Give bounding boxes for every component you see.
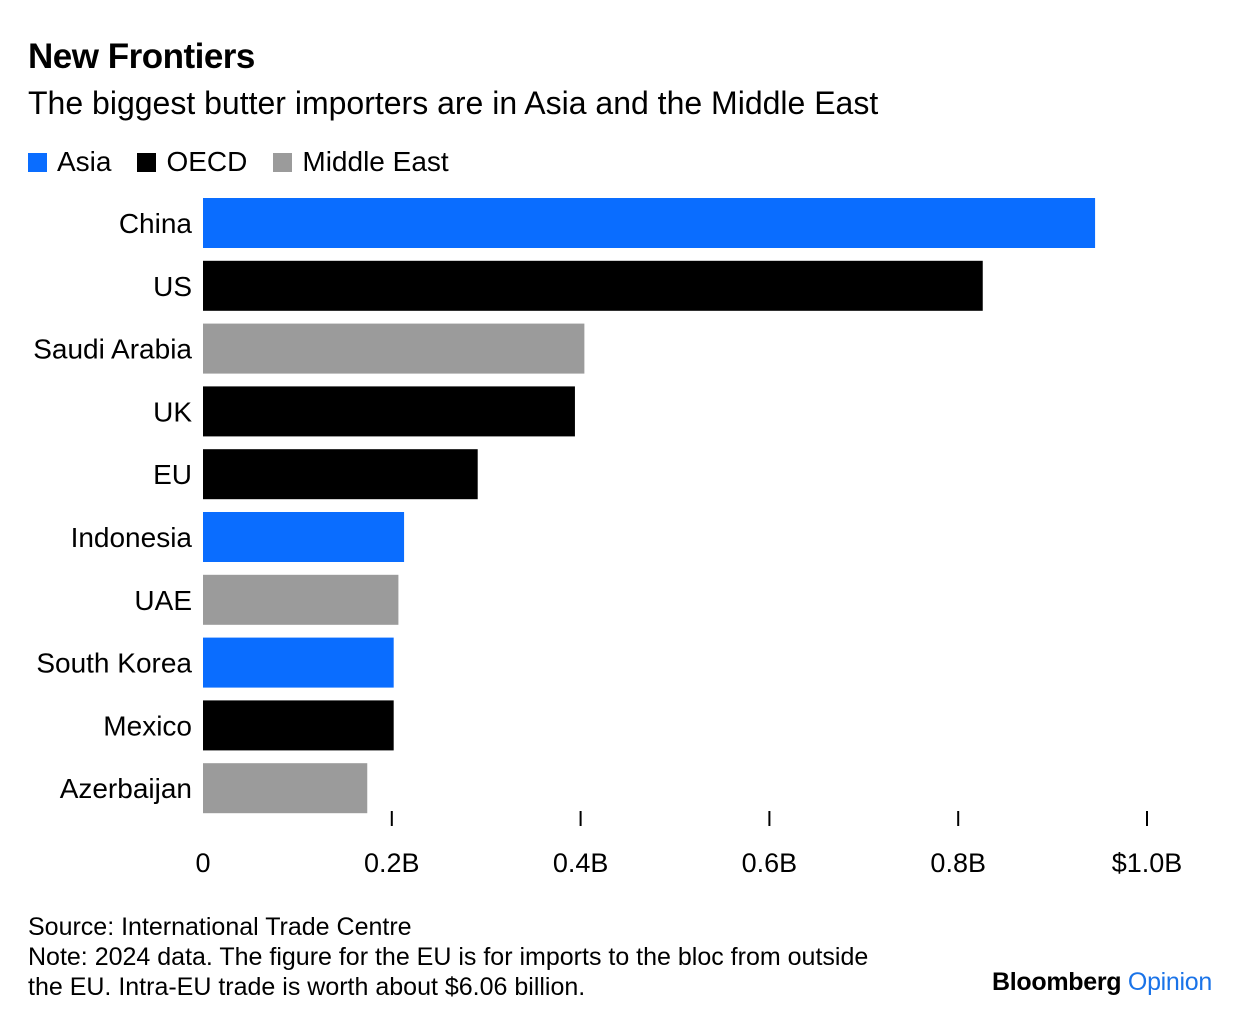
bar-eu: [203, 449, 478, 500]
chart-footer: Source: International Trade Centre Note:…: [28, 912, 968, 1002]
bar-us: [203, 260, 983, 311]
chart-legend: Asia OECD Middle East: [28, 146, 475, 178]
x-tick-label: 0.8B: [930, 848, 986, 878]
note-line-1: Note: 2024 data. The figure for the EU i…: [28, 943, 869, 971]
bar-indonesia: [203, 512, 405, 562]
chart-title: New Frontiers: [28, 37, 255, 76]
x-tick-label: 0.4B: [553, 848, 609, 878]
bar-uae: [203, 574, 399, 625]
legend-swatch-oecd: [137, 152, 157, 172]
source-note: Source: International Trade Centre: [28, 913, 412, 941]
bars-layer: [203, 198, 1096, 814]
category-label-us: US: [153, 271, 192, 302]
bar-azerbaijan: [203, 763, 368, 814]
bar-chart: China US Saudi Arabia UK EU Indonesia UAE South…: [33, 198, 1182, 878]
legend-item-asia: Asia: [28, 146, 111, 178]
x-axis: 0 0.2B 0.4B 0.6B 0.8B $1.0B: [195, 811, 1182, 878]
bar-south-korea: [203, 637, 394, 688]
brand-logo: Bloomberg Opinion: [992, 968, 1212, 997]
legend-item-oecd: OECD: [137, 146, 247, 178]
legend-swatch-middle-east: [273, 152, 293, 172]
legend-item-middle-east: Middle East: [273, 146, 449, 178]
category-label-uae: UAE: [134, 585, 192, 616]
bar-saudi-arabia: [203, 323, 585, 374]
category-label-south-korea: South Korea: [36, 648, 192, 679]
category-label-indonesia: Indonesia: [71, 522, 193, 553]
bar-china: [203, 198, 1096, 248]
category-label-china: China: [119, 208, 193, 239]
category-label-azerbaijan: Azerbaijan: [60, 773, 192, 804]
legend-label-middle-east: Middle East: [302, 146, 449, 177]
chart-subtitle: The biggest butter importers are in Asia…: [28, 85, 879, 121]
legend-label-asia: Asia: [57, 146, 112, 177]
legend-swatch-asia: [28, 152, 47, 172]
legend-label-oecd: OECD: [166, 146, 248, 177]
bar-uk: [203, 386, 575, 437]
category-label-saudi-arabia: Saudi Arabia: [33, 334, 192, 365]
brand-name: Bloomberg: [992, 968, 1122, 996]
category-labels: China US Saudi Arabia UK EU Indonesia UAE South…: [33, 208, 192, 804]
x-tick-label: 0: [195, 848, 210, 878]
brand-section: Opinion: [1127, 968, 1212, 996]
x-tick-label: 0.6B: [742, 848, 798, 878]
category-label-uk: UK: [153, 396, 192, 427]
x-tick-label: $1.0B: [1112, 848, 1183, 878]
category-label-eu: EU: [153, 459, 192, 490]
note-line-2: the EU. Intra-EU trade is worth about $6…: [28, 973, 586, 1001]
category-label-mexico: Mexico: [103, 710, 192, 741]
x-tick-label: 0.2B: [364, 848, 420, 878]
bar-mexico: [203, 700, 394, 751]
